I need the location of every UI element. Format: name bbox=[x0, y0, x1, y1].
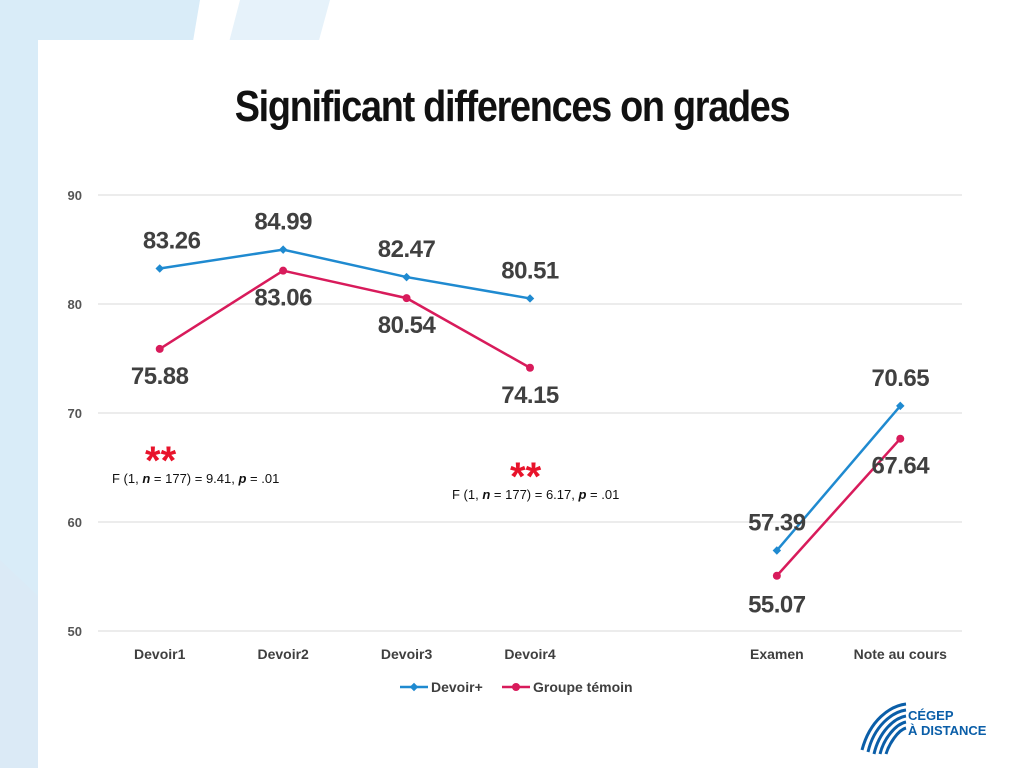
series-1-point bbox=[402, 272, 411, 282]
y-tick-label: 50 bbox=[68, 624, 82, 639]
x-category-label: Devoir2 bbox=[257, 646, 309, 662]
data-label: 80.54 bbox=[378, 312, 437, 339]
series-1-point bbox=[772, 546, 782, 555]
x-axis-categories: Devoir1 Devoir2 Devoir3 Devoir4 Examen Note a… bbox=[134, 646, 947, 662]
y-tick-label: 70 bbox=[68, 406, 82, 421]
series-2-point bbox=[155, 344, 164, 353]
logo-text: CÉGEP À DISTANCE bbox=[908, 708, 986, 738]
data-label: 70.65 bbox=[872, 365, 930, 392]
series-line-2 bbox=[775, 437, 902, 577]
series-lines bbox=[159, 248, 902, 577]
data-points bbox=[155, 245, 905, 580]
series-2-point bbox=[279, 266, 288, 275]
x-category-label: Examen bbox=[750, 646, 804, 662]
data-label: 80.51 bbox=[501, 257, 559, 284]
data-labels: 83.26 84.99 82.47 80.51 57.39 70.65 75.88 83.06… bbox=[131, 209, 931, 619]
series-1-point bbox=[525, 294, 535, 303]
data-label: 83.26 bbox=[143, 227, 201, 254]
legend-marker-2 bbox=[512, 683, 520, 691]
data-label: 57.39 bbox=[748, 509, 806, 536]
series-1-point bbox=[278, 245, 288, 254]
data-label: 74.15 bbox=[501, 382, 559, 409]
series-2-point bbox=[402, 294, 411, 303]
stat-annotation-1: F (1, n = 177) = 9.41, p = .01 bbox=[112, 471, 279, 486]
legend-marker-1 bbox=[409, 682, 419, 692]
legend-label: Groupe témoin bbox=[533, 679, 633, 695]
data-label: 84.99 bbox=[254, 209, 312, 236]
logo-line-2: À DISTANCE bbox=[908, 723, 987, 738]
y-tick-label: 60 bbox=[68, 515, 82, 530]
series-line-1 bbox=[775, 405, 902, 552]
y-tick-label: 80 bbox=[68, 297, 82, 312]
legend-label: Devoir+ bbox=[431, 679, 483, 695]
significance-stars-1: ** bbox=[145, 439, 177, 483]
data-label: 67.64 bbox=[872, 453, 931, 480]
y-tick-label: 90 bbox=[68, 188, 82, 203]
series-1-point bbox=[155, 264, 164, 273]
series-line-1 bbox=[159, 248, 531, 300]
grid-lines bbox=[98, 194, 962, 632]
series-2-point bbox=[772, 571, 781, 580]
x-category-label: Devoir1 bbox=[134, 646, 186, 662]
cegep-logo-icon bbox=[860, 702, 907, 755]
chart-legend: Devoir+ Groupe témoin bbox=[400, 679, 633, 695]
data-label: 55.07 bbox=[748, 592, 806, 619]
series-line-2 bbox=[159, 269, 531, 369]
stat-annotation-2: F (1, n = 177) = 6.17, p = .01 bbox=[452, 487, 619, 502]
x-category-label: Devoir4 bbox=[504, 646, 556, 662]
series-2-point bbox=[526, 363, 534, 372]
slide-panel bbox=[38, 40, 1024, 768]
series-1-point bbox=[896, 401, 905, 411]
data-label: 75.88 bbox=[131, 363, 189, 390]
x-category-label: Note au cours bbox=[854, 646, 948, 662]
significance-stars-2: ** bbox=[510, 455, 542, 499]
data-label: 83.06 bbox=[254, 285, 312, 312]
y-axis-ticks: 90 80 70 60 50 bbox=[68, 188, 82, 639]
logo-line-1: CÉGEP bbox=[908, 708, 954, 723]
x-category-label: Devoir3 bbox=[381, 646, 433, 662]
data-label: 82.47 bbox=[378, 236, 436, 263]
series-2-point bbox=[896, 434, 905, 443]
slide-title: Significant differences on grades bbox=[234, 82, 791, 131]
